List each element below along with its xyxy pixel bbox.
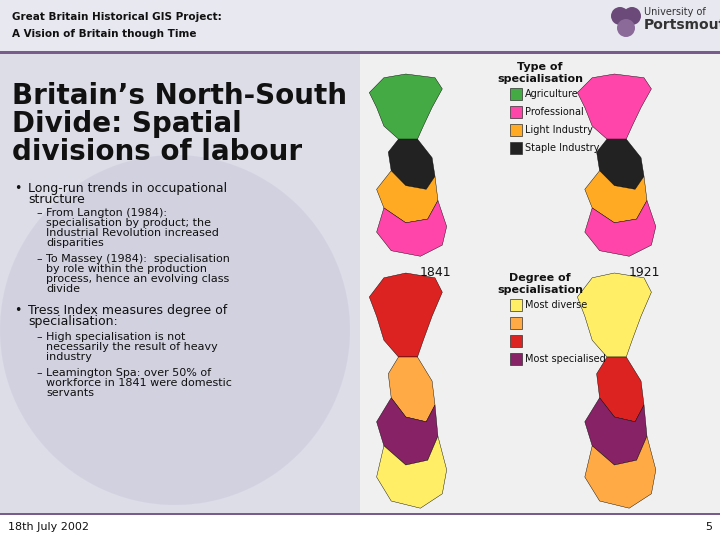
- Polygon shape: [597, 357, 644, 422]
- Text: by role within the production: by role within the production: [46, 264, 207, 274]
- Bar: [510, 124, 522, 136]
- Text: structure: structure: [28, 193, 85, 206]
- Text: specialisation:: specialisation:: [28, 315, 118, 328]
- Text: –: –: [36, 368, 42, 378]
- Text: specialisation: specialisation: [497, 285, 583, 295]
- Polygon shape: [597, 139, 644, 190]
- Text: –: –: [36, 332, 42, 342]
- Bar: [0, 51, 720, 54]
- Polygon shape: [377, 436, 446, 508]
- Bar: [360, 54, 720, 513]
- Bar: [510, 353, 522, 365]
- Text: Portsmouth: Portsmouth: [644, 18, 720, 32]
- Text: Most specialised: Most specialised: [525, 354, 606, 364]
- Text: Long-run trends in occupational: Long-run trends in occupational: [28, 182, 227, 195]
- Text: Staple Industry: Staple Industry: [525, 143, 599, 153]
- Circle shape: [623, 7, 641, 25]
- Text: 18th July 2002: 18th July 2002: [8, 523, 89, 532]
- Text: divisions of labour: divisions of labour: [12, 138, 302, 166]
- Bar: [0, 515, 720, 540]
- Polygon shape: [388, 139, 435, 190]
- Polygon shape: [377, 171, 438, 223]
- Text: Professional: Professional: [525, 107, 584, 117]
- Text: Light Industry: Light Industry: [525, 125, 593, 135]
- Text: industry: industry: [46, 352, 92, 362]
- Text: A Vision of Britain though Time: A Vision of Britain though Time: [12, 29, 197, 39]
- Polygon shape: [585, 200, 656, 256]
- Bar: [362, 273, 508, 513]
- Circle shape: [611, 7, 629, 25]
- Polygon shape: [388, 357, 435, 422]
- Text: From Langton (1984):: From Langton (1984):: [46, 208, 167, 218]
- Ellipse shape: [0, 155, 350, 505]
- Text: Leamington Spa: over 50% of: Leamington Spa: over 50% of: [46, 368, 211, 378]
- Text: Type of: Type of: [517, 62, 563, 72]
- Text: disparities: disparities: [46, 238, 104, 248]
- Polygon shape: [585, 436, 656, 508]
- Polygon shape: [585, 171, 647, 223]
- Polygon shape: [377, 398, 438, 465]
- Text: Agriculture: Agriculture: [525, 89, 579, 99]
- Text: To Massey (1984):  specialisation: To Massey (1984): specialisation: [46, 254, 230, 264]
- Text: University of: University of: [644, 7, 706, 17]
- Text: Degree of: Degree of: [509, 273, 571, 283]
- Polygon shape: [377, 200, 446, 256]
- Text: process, hence an evolving class: process, hence an evolving class: [46, 274, 229, 284]
- Text: •: •: [14, 182, 22, 195]
- Polygon shape: [577, 74, 652, 139]
- Circle shape: [617, 19, 635, 37]
- Text: specialisation: specialisation: [497, 74, 583, 84]
- Text: necessarily the result of heavy: necessarily the result of heavy: [46, 342, 217, 352]
- Text: servants: servants: [46, 388, 94, 398]
- Polygon shape: [577, 273, 652, 357]
- Polygon shape: [585, 398, 647, 465]
- Polygon shape: [369, 273, 442, 357]
- Bar: [510, 335, 522, 347]
- Text: •: •: [14, 304, 22, 317]
- Bar: [0, 512, 720, 515]
- Text: High specialisation is not: High specialisation is not: [46, 332, 185, 342]
- Bar: [570, 74, 718, 260]
- Bar: [510, 299, 522, 311]
- Text: 1841: 1841: [419, 266, 451, 279]
- Text: specialisation by product; the: specialisation by product; the: [46, 218, 211, 228]
- Bar: [510, 142, 522, 154]
- Text: Britain’s North-South: Britain’s North-South: [12, 82, 347, 110]
- Text: Most diverse: Most diverse: [525, 300, 588, 310]
- Text: workforce in 1841 were domestic: workforce in 1841 were domestic: [46, 378, 232, 388]
- Bar: [510, 88, 522, 100]
- Text: Divide: Spatial: Divide: Spatial: [12, 110, 242, 138]
- Text: Industrial Revolution increased: Industrial Revolution increased: [46, 228, 219, 238]
- Text: 5: 5: [705, 523, 712, 532]
- Bar: [362, 74, 508, 260]
- Bar: [0, 0, 720, 52]
- Bar: [0, 54, 360, 513]
- Bar: [570, 273, 718, 513]
- Text: 1921: 1921: [629, 266, 660, 279]
- Polygon shape: [369, 74, 442, 139]
- Text: –: –: [36, 208, 42, 218]
- Text: –: –: [36, 254, 42, 264]
- Text: divide: divide: [46, 284, 80, 294]
- Text: Tress Index measures degree of: Tress Index measures degree of: [28, 304, 228, 317]
- Bar: [510, 317, 522, 329]
- Bar: [510, 106, 522, 118]
- Text: Great Britain Historical GIS Project:: Great Britain Historical GIS Project:: [12, 12, 222, 22]
